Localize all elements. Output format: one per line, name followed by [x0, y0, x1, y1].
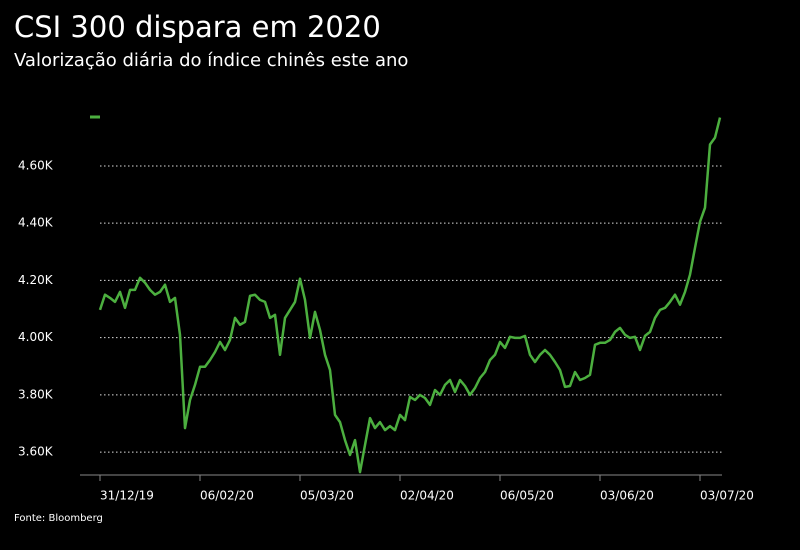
x-tick-label: 05/03/20: [300, 489, 354, 503]
y-tick-label: 3.80K: [18, 387, 54, 401]
y-tick-label: 4.20K: [18, 273, 54, 287]
y-tick-label: 3.60K: [18, 445, 54, 459]
x-tick-label: 06/05/20: [500, 489, 554, 503]
x-tick-label: 06/02/20: [200, 489, 254, 503]
y-tick-label: 4.00K: [18, 330, 54, 344]
y-tick-label: 4.40K: [18, 216, 54, 230]
x-tick-label: 31/12/19: [100, 489, 154, 503]
chart-subtitle: Valorização diária do índice chinês este…: [14, 50, 408, 71]
chart-title: CSI 300 dispara em 2020: [14, 10, 381, 44]
y-tick-label: 4.60K: [18, 158, 54, 172]
line-series: [98, 117, 722, 474]
x-tick-label: 03/06/20: [600, 489, 654, 503]
x-tick-label: 02/04/20: [400, 489, 454, 503]
source-note: Fonte: Bloomberg: [14, 513, 103, 524]
x-tick-label: 03/07/20: [700, 489, 754, 503]
